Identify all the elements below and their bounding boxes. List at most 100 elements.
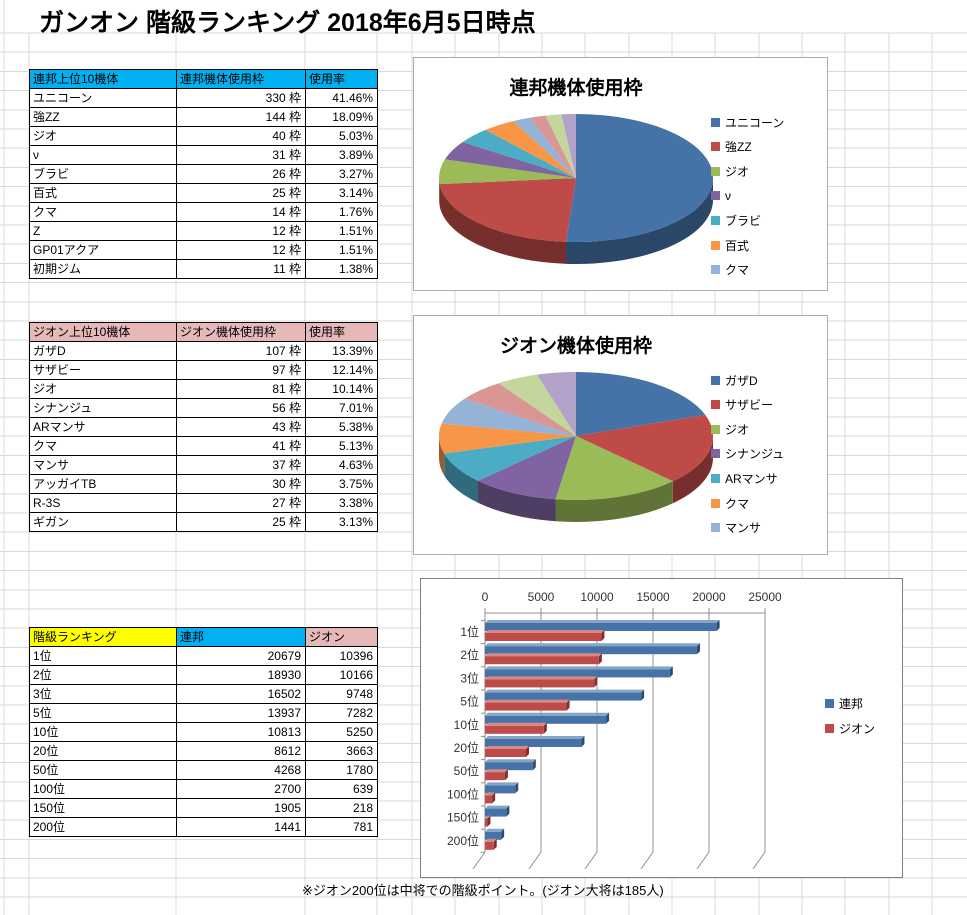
cell-value[interactable]: 107 枠: [176, 341, 306, 361]
cell-label[interactable]: 1位: [29, 646, 177, 666]
cell-value[interactable]: 1.51%: [305, 221, 378, 241]
column-header[interactable]: ジオン機体使用枠: [176, 322, 306, 342]
cell-value[interactable]: 43 枠: [176, 417, 306, 437]
cell-label[interactable]: ジオ: [29, 126, 177, 146]
cell-value[interactable]: 218: [305, 798, 378, 818]
cell-value[interactable]: 27 枠: [176, 493, 306, 513]
cell-value[interactable]: 4268: [176, 760, 306, 780]
cell-label[interactable]: ギガン: [29, 512, 177, 532]
cell-label[interactable]: ジオ: [29, 379, 177, 399]
cell-value[interactable]: 10396: [305, 646, 378, 666]
cell-value[interactable]: 26 枠: [176, 164, 306, 184]
cell-value[interactable]: 10813: [176, 722, 306, 742]
cell-value[interactable]: 1441: [176, 817, 306, 837]
column-header[interactable]: 使用率: [305, 69, 378, 89]
cell-value[interactable]: 30 枠: [176, 474, 306, 494]
cell-label[interactable]: 強ZZ: [29, 107, 177, 127]
cell-value[interactable]: 3.27%: [305, 164, 378, 184]
cell-label[interactable]: 5位: [29, 703, 177, 723]
cell-value[interactable]: 14 枠: [176, 202, 306, 222]
cell-value[interactable]: 1.76%: [305, 202, 378, 222]
cell-label[interactable]: 2位: [29, 665, 177, 685]
cell-value[interactable]: 1.38%: [305, 259, 378, 279]
cell-value[interactable]: 13.39%: [305, 341, 378, 361]
cell-value[interactable]: 639: [305, 779, 378, 799]
cell-label[interactable]: 初期ジム: [29, 259, 177, 279]
cell-value[interactable]: 330 枠: [176, 88, 306, 108]
cell-value[interactable]: 20679: [176, 646, 306, 666]
cell-label[interactable]: ν: [29, 145, 177, 165]
cell-value[interactable]: 97 枠: [176, 360, 306, 380]
cell-value[interactable]: 3.89%: [305, 145, 378, 165]
column-header[interactable]: 連邦上位10機体: [29, 69, 177, 89]
cell-value[interactable]: 5.13%: [305, 436, 378, 456]
cell-value[interactable]: 3663: [305, 741, 378, 761]
cell-value[interactable]: 13937: [176, 703, 306, 723]
cell-value[interactable]: 3.75%: [305, 474, 378, 494]
cell-label[interactable]: ユニコーン: [29, 88, 177, 108]
cell-value[interactable]: 41.46%: [305, 88, 378, 108]
column-header[interactable]: 使用率: [305, 322, 378, 342]
cell-label[interactable]: クマ: [29, 436, 177, 456]
cell-label[interactable]: 20位: [29, 741, 177, 761]
cell-label[interactable]: マンサ: [29, 455, 177, 475]
cell-label[interactable]: 3位: [29, 684, 177, 704]
cell-label[interactable]: ARマンサ: [29, 417, 177, 437]
bar: [485, 702, 567, 711]
cell-value[interactable]: 1.51%: [305, 240, 378, 260]
cell-label[interactable]: アッガイTB: [29, 474, 177, 494]
cell-label[interactable]: クマ: [29, 202, 177, 222]
cell-value[interactable]: 10166: [305, 665, 378, 685]
cell-value[interactable]: 31 枠: [176, 145, 306, 165]
cell-value[interactable]: 16502: [176, 684, 306, 704]
cell-value[interactable]: 10.14%: [305, 379, 378, 399]
cell-value[interactable]: 5.03%: [305, 126, 378, 146]
cell-label[interactable]: 百式: [29, 183, 177, 203]
cell-label[interactable]: 10位: [29, 722, 177, 742]
cell-value[interactable]: 25 枠: [176, 183, 306, 203]
cell-value[interactable]: 7.01%: [305, 398, 378, 418]
cell-value[interactable]: 56 枠: [176, 398, 306, 418]
cell-value[interactable]: 4.63%: [305, 455, 378, 475]
cell-value[interactable]: 81 枠: [176, 379, 306, 399]
cell-value[interactable]: 781: [305, 817, 378, 837]
cell-label[interactable]: ブラビ: [29, 164, 177, 184]
cell-label[interactable]: 200位: [29, 817, 177, 837]
cell-value[interactable]: 2700: [176, 779, 306, 799]
cell-value[interactable]: 41 枠: [176, 436, 306, 456]
cell-value[interactable]: 12.14%: [305, 360, 378, 380]
cell-value[interactable]: 12 枠: [176, 240, 306, 260]
cell-value[interactable]: 18930: [176, 665, 306, 685]
cell-value[interactable]: 1905: [176, 798, 306, 818]
cell-value[interactable]: 3.13%: [305, 512, 378, 532]
cell-label[interactable]: シナンジュ: [29, 398, 177, 418]
cell-value[interactable]: 7282: [305, 703, 378, 723]
cell-label[interactable]: R-3S: [29, 493, 177, 513]
column-header[interactable]: 連邦: [176, 627, 306, 647]
cell-value[interactable]: 3.38%: [305, 493, 378, 513]
cell-value[interactable]: 40 枠: [176, 126, 306, 146]
cell-value[interactable]: 25 枠: [176, 512, 306, 532]
cell-label[interactable]: 100位: [29, 779, 177, 799]
cell-label[interactable]: 150位: [29, 798, 177, 818]
column-header[interactable]: 階級ランキング: [29, 627, 177, 647]
cell-value[interactable]: 1780: [305, 760, 378, 780]
cell-label[interactable]: Z: [29, 221, 177, 241]
cell-label[interactable]: GP01アクア: [29, 240, 177, 260]
cell-value[interactable]: 3.14%: [305, 183, 378, 203]
cell-label[interactable]: ガザD: [29, 341, 177, 361]
cell-value[interactable]: 9748: [305, 684, 378, 704]
cell-value[interactable]: 5.38%: [305, 417, 378, 437]
cell-value[interactable]: 5250: [305, 722, 378, 742]
cell-value[interactable]: 144 枠: [176, 107, 306, 127]
cell-label[interactable]: 50位: [29, 760, 177, 780]
cell-value[interactable]: 11 枠: [176, 259, 306, 279]
cell-value[interactable]: 8612: [176, 741, 306, 761]
column-header[interactable]: ジオン: [305, 627, 378, 647]
column-header[interactable]: ジオン上位10機体: [29, 322, 177, 342]
cell-label[interactable]: サザビー: [29, 360, 177, 380]
cell-value[interactable]: 12 枠: [176, 221, 306, 241]
column-header[interactable]: 連邦機体使用枠: [176, 69, 306, 89]
cell-value[interactable]: 37 枠: [176, 455, 306, 475]
cell-value[interactable]: 18.09%: [305, 107, 378, 127]
